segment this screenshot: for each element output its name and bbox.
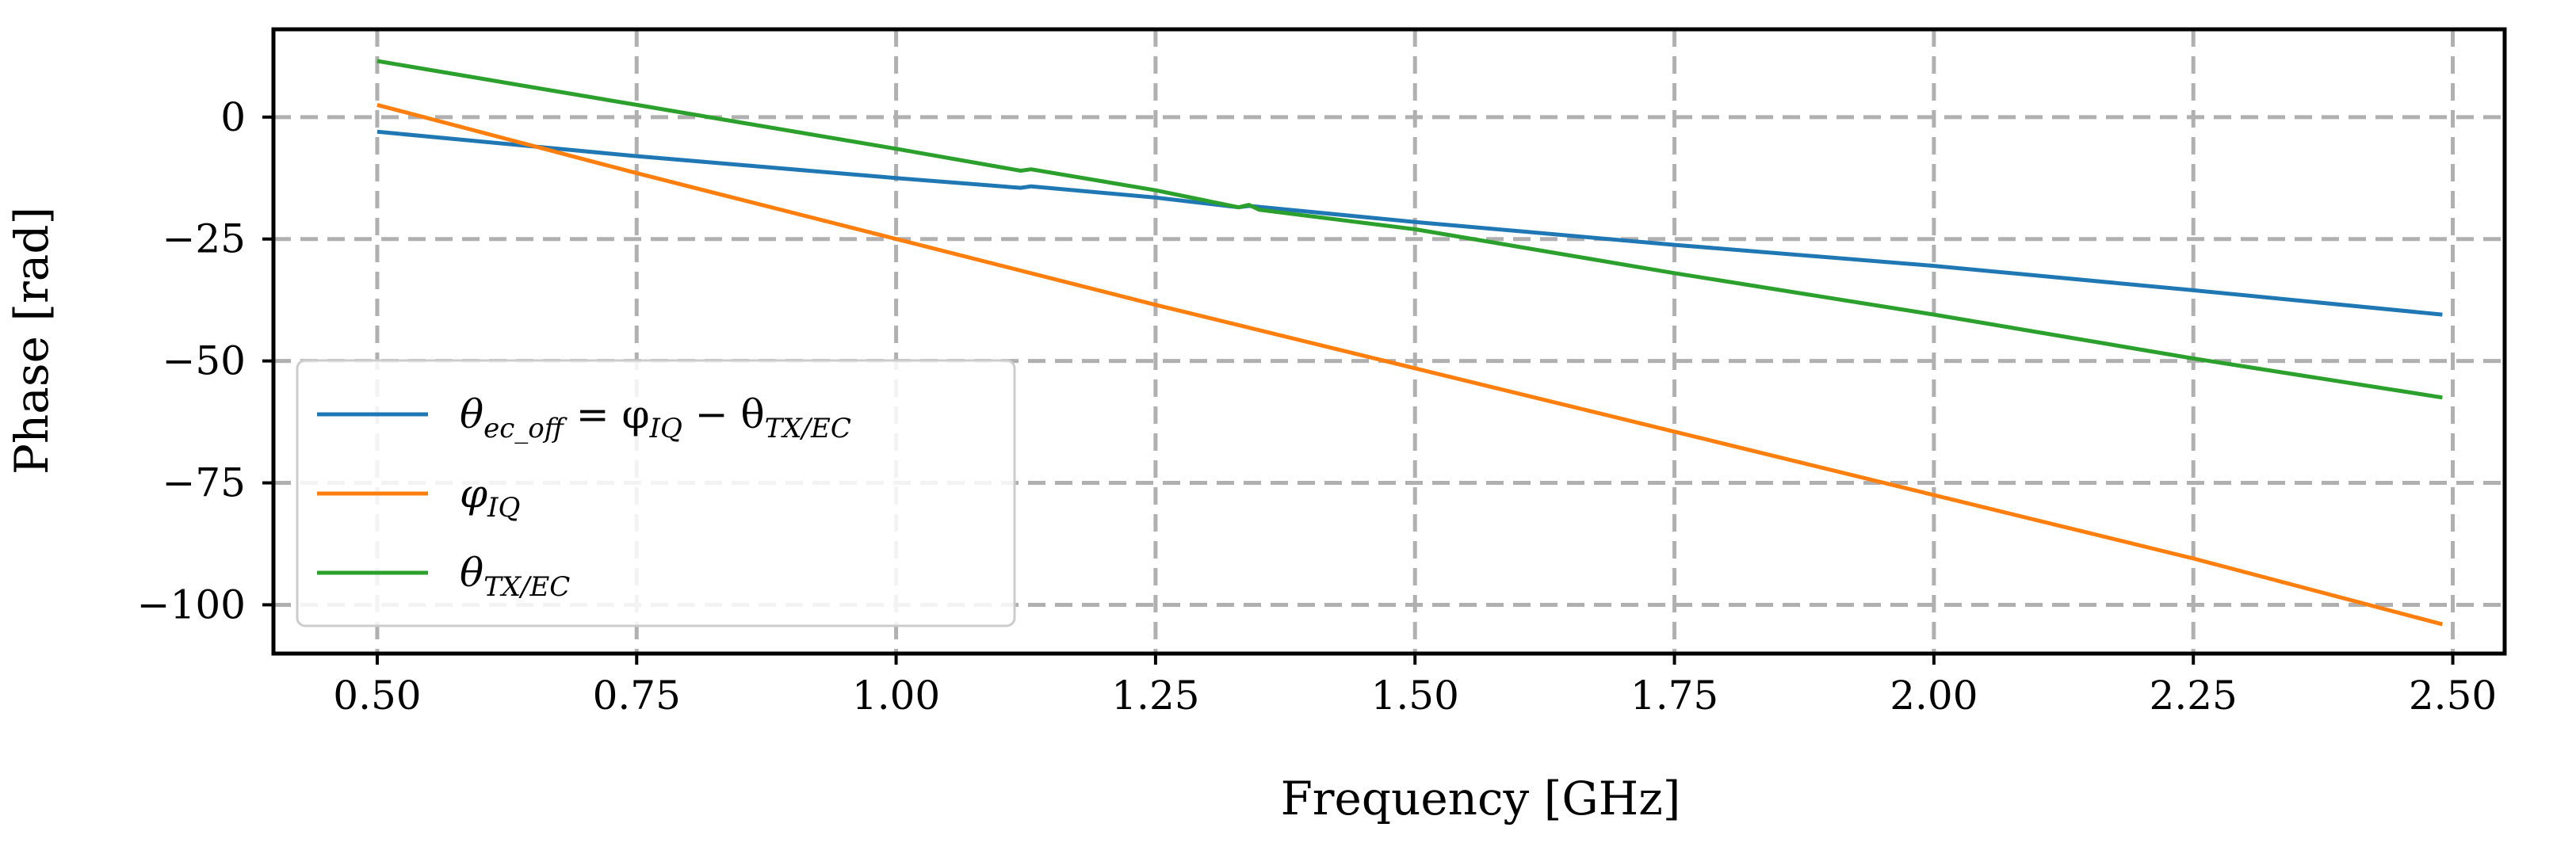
x-tick-label: 0.75: [593, 673, 681, 719]
y-axis-ticks: 0 −25 −50 −75 −100: [137, 94, 273, 627]
x-axis-label: Frequency [GHz]: [1281, 772, 1681, 825]
series-line-phi_IQ: [376, 102, 2444, 627]
x-tick-label: 1.50: [1371, 673, 1459, 719]
y-tick-label: −75: [162, 460, 246, 506]
plot-frame: [271, 27, 2507, 656]
x-tick-label: 2.50: [2409, 673, 2497, 719]
series-line-theta_TX_EC: [376, 59, 2443, 400]
y-axis-label: Phase [rad]: [5, 207, 59, 475]
y-tick-label: 0: [220, 94, 246, 140]
series-lines: [376, 59, 2444, 627]
x-tick-label: 1.00: [852, 673, 940, 719]
y-tick-label: −50: [162, 338, 246, 384]
x-tick-label: 1.25: [1111, 673, 1199, 719]
legend-label-theta-tx-ec: θTX/EC: [460, 550, 570, 603]
legend-label-theta-ec-off: θec_off = φIQ − θTX/EC: [460, 391, 851, 444]
x-tick-label: 1.75: [1630, 673, 1718, 719]
x-tick-label: 0.50: [333, 673, 421, 719]
y-tick-label: −100: [137, 581, 246, 627]
x-tick-label: 2.00: [1890, 673, 1978, 719]
legend: θec_off = φIQ − θTX/EC φIQ θTX/EC: [296, 359, 1016, 627]
series-line-theta_ec_off: [376, 129, 2443, 317]
legend-label-phi-iq: φIQ: [460, 471, 520, 524]
y-tick-label: −25: [162, 216, 246, 262]
x-tick-label: 2.25: [2150, 673, 2238, 719]
x-axis-ticks: 0.50 0.75 1.00 1.25 1.50 1.75 2.00 2.25 2.50: [333, 654, 2497, 719]
legend-box: [296, 359, 1016, 627]
